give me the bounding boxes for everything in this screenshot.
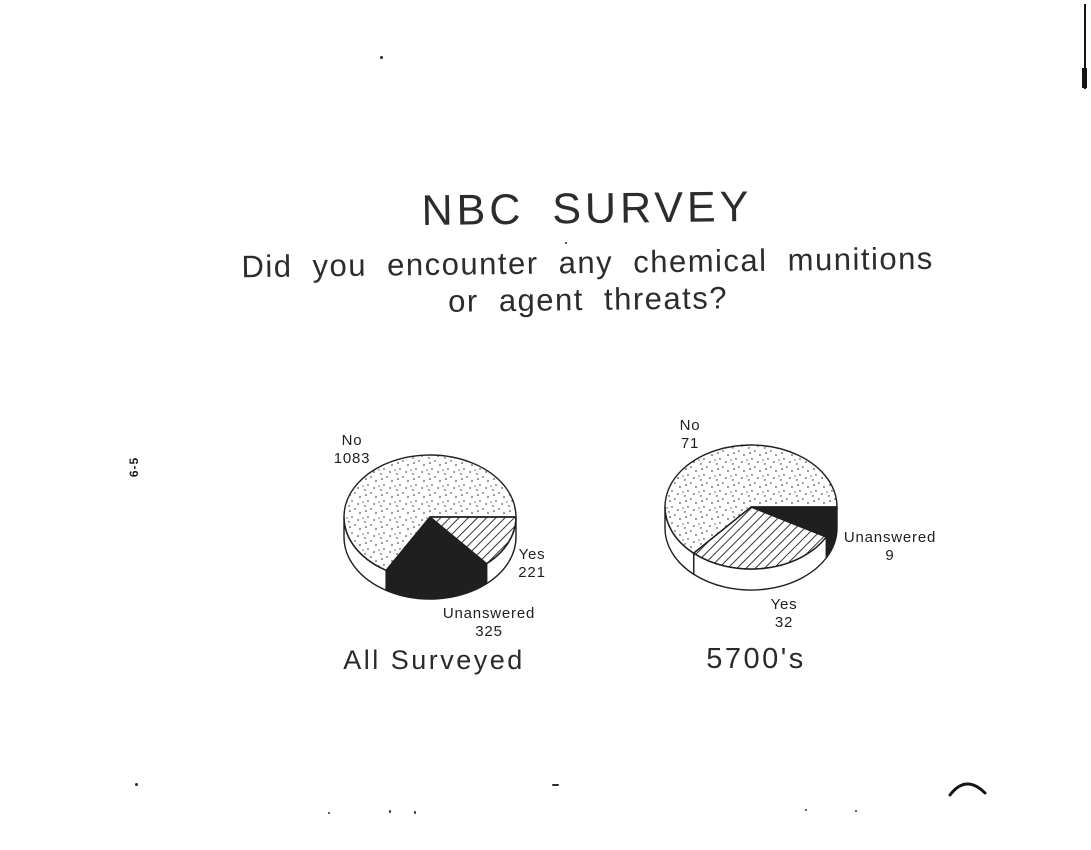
pie-slice-yes	[429, 516, 517, 565]
scan-edge-line	[1084, 4, 1086, 89]
pie-chart-all-surveyed	[343, 454, 517, 600]
pie1-label-unanswered: Unanswered 325	[442, 605, 536, 640]
report-header: NBC SURVEY Did you encounter any chemica…	[41, 179, 1091, 324]
pie2-label-no: No 71	[679, 417, 701, 452]
scan-edge-line	[1082, 68, 1087, 88]
pie2-label-unanswered: Unanswered 9	[843, 529, 937, 564]
pie-slice-unanswered	[385, 516, 488, 580]
scan-speckle	[855, 810, 857, 812]
scan-speckle	[389, 810, 391, 813]
margin-page-number: 6-5	[127, 456, 142, 478]
pie1-label-yes: Yes 221	[518, 546, 546, 581]
page-title: NBC SURVEY	[421, 182, 753, 236]
pie1-caption: All Surveyed	[343, 645, 525, 675]
scan-speckle	[328, 812, 330, 814]
paper-curl-mark	[948, 782, 987, 797]
pie2-caption: 5700's	[706, 643, 806, 675]
pie-slice-no	[343, 454, 517, 572]
scan-speckle	[135, 783, 138, 786]
scan-speckle	[565, 242, 567, 244]
scan-speckle	[380, 56, 383, 59]
pie-chart-5700s	[664, 444, 838, 591]
pie-slice-yes	[692, 506, 827, 570]
pie1-label-no: No 1083	[333, 432, 371, 467]
pie-slice-no	[664, 444, 838, 554]
scan-speckle	[552, 784, 559, 786]
pie2-label-yes: Yes 32	[770, 596, 798, 631]
scan-speckle	[805, 809, 807, 811]
scan-speckle	[414, 811, 416, 814]
